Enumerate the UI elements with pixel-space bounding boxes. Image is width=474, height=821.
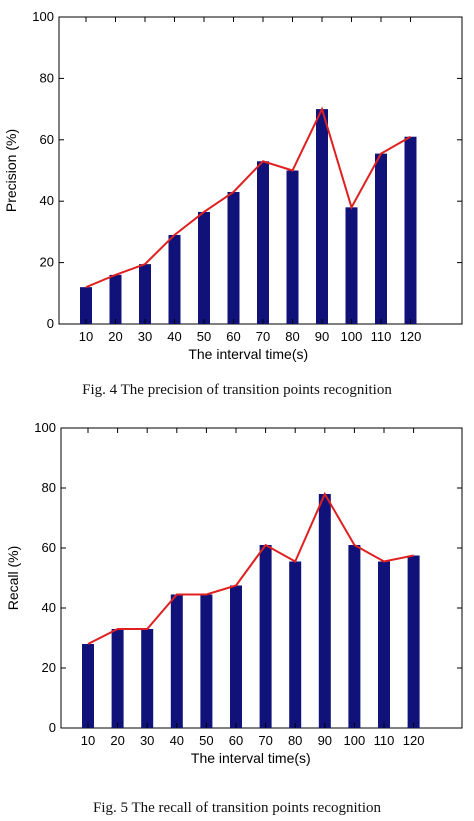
bar <box>318 494 331 728</box>
x-tick-label: 80 <box>285 329 299 344</box>
line-series <box>85 106 411 289</box>
bar <box>259 545 272 728</box>
x-axis-label: The interval time(s) <box>191 750 311 766</box>
y-axis-label: Recall (%) <box>5 546 21 611</box>
x-tick-label: 50 <box>197 329 211 344</box>
x-tick-label: 70 <box>258 733 272 748</box>
recall-chart: 0 20 40 60 80 100 10 20 30 40 50 60 70 80 90 100 110 120 T… <box>5 420 463 766</box>
bar <box>316 109 328 324</box>
x-tick-label: 110 <box>371 329 392 344</box>
x-tick-label: 40 <box>170 733 184 748</box>
x-tick-label: 10 <box>81 733 95 748</box>
x-tick-label: 100 <box>341 329 363 344</box>
bar <box>109 274 122 324</box>
x-tick-label: 20 <box>110 733 124 748</box>
bar <box>348 545 361 728</box>
bar <box>289 561 302 728</box>
line-series <box>87 491 414 645</box>
bar <box>404 136 417 324</box>
y-tick-label: 0 <box>49 720 56 735</box>
x-axis-label: The interval time(s) <box>188 346 308 362</box>
bar <box>378 561 390 728</box>
x-tick-label: 50 <box>199 733 213 748</box>
bar <box>141 629 154 728</box>
x-tick-label: 110 <box>374 733 395 748</box>
bar <box>170 594 183 728</box>
x-tick-label: 90 <box>318 733 332 748</box>
recall-caption: Fig. 5 The recall of transition points r… <box>92 800 381 816</box>
bar <box>230 585 242 728</box>
bar <box>80 287 92 324</box>
x-tick-label: 120 <box>403 733 425 748</box>
y-tick-label: 80 <box>40 70 54 85</box>
bar <box>139 264 151 324</box>
y-tick-label: 60 <box>42 540 56 555</box>
y-tick-label: 20 <box>40 255 54 270</box>
y-tick-label: 60 <box>40 132 54 147</box>
bar <box>375 153 387 324</box>
x-tick-label: 60 <box>229 733 243 748</box>
y-tick-label: 40 <box>40 193 54 208</box>
bar <box>82 644 94 728</box>
x-tick-label: 40 <box>167 329 181 344</box>
x-tick-label: 30 <box>138 329 152 344</box>
x-tick-label: 80 <box>288 733 302 748</box>
x-tick-label: 10 <box>79 329 93 344</box>
bar <box>345 207 358 324</box>
bar <box>168 234 181 324</box>
bar <box>286 170 299 324</box>
bar <box>227 191 240 324</box>
bar <box>257 161 269 324</box>
y-axis-label: Precision (%) <box>3 129 19 212</box>
x-tick-label: 90 <box>315 329 329 344</box>
y-tick-label: 20 <box>42 660 56 675</box>
y-tick-label: 0 <box>47 316 54 331</box>
bar <box>200 594 213 728</box>
x-tick-label: 120 <box>400 329 422 344</box>
precision-chart: 0 20 40 60 80 100 10 20 30 40 50 60 70 80 90 100 110 120 T… <box>3 9 463 362</box>
bar <box>407 555 420 728</box>
bar <box>198 211 210 324</box>
y-tick-label: 80 <box>42 480 56 495</box>
y-tick-label: 100 <box>32 9 54 24</box>
y-tick-label: 100 <box>34 420 56 435</box>
x-tick-label: 70 <box>256 329 270 344</box>
x-tick-label: 30 <box>140 733 154 748</box>
y-tick-label: 40 <box>42 600 56 615</box>
precision-caption: Fig. 4 The precision of transition point… <box>82 382 392 398</box>
x-tick-label: 100 <box>344 733 366 748</box>
x-tick-label: 60 <box>226 329 240 344</box>
bar <box>111 629 124 728</box>
x-tick-label: 20 <box>108 329 122 344</box>
